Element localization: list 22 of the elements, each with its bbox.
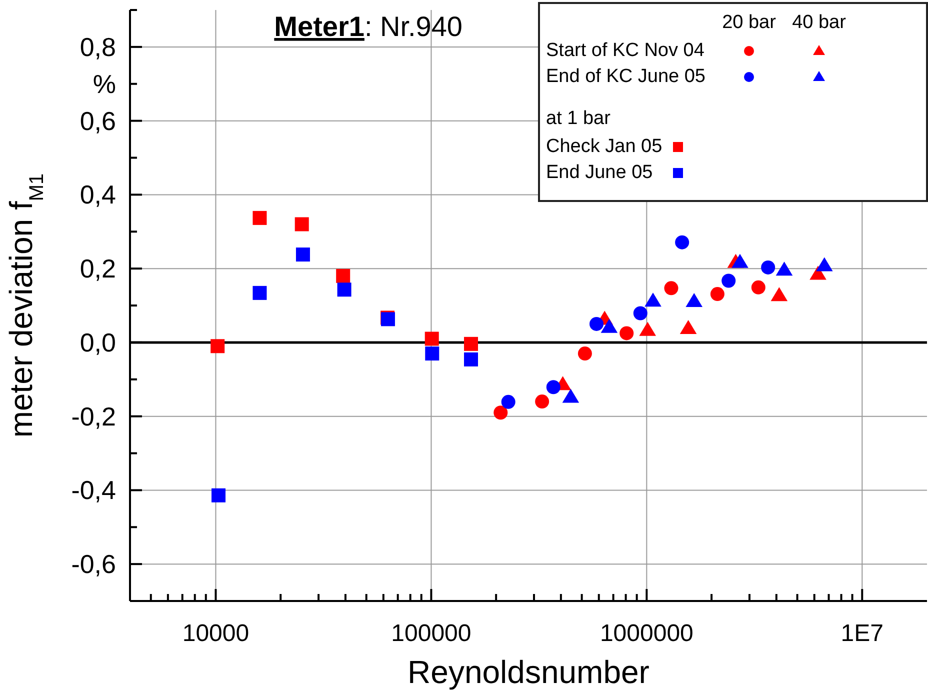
y-tick-label: -0,2	[71, 401, 116, 432]
x-axis-title: Reynoldsnumber	[408, 654, 650, 690]
y-tick-label: 0,8	[80, 32, 116, 62]
y-tick-label: -0,6	[71, 549, 116, 580]
legend-label: Check Jan 05	[546, 136, 664, 158]
y-tick-label: 0,0	[80, 327, 116, 358]
legend-label: Start of KC Nov 04	[546, 40, 706, 62]
annotation: at 1 bar	[546, 108, 612, 131]
chart-title: Meter1: Nr.940	[274, 11, 462, 42]
x-tick-label: 1000000	[600, 620, 694, 647]
annotation: 40 bar	[791, 12, 847, 35]
x-tick-label: 1E7	[840, 620, 884, 647]
annotation: 20 bar	[721, 12, 777, 35]
x-tick-label: 10000	[182, 620, 250, 647]
y-tick-label: 0,2	[80, 254, 116, 284]
y-tick-label: 0,6	[80, 106, 116, 136]
text: %	[92, 68, 116, 99]
y-tick-label: 0,4	[80, 180, 116, 210]
y-tick-label: -0,4	[71, 475, 116, 506]
x-tick-label: 100000	[391, 620, 472, 647]
legend-label: End of KC June 05	[546, 66, 706, 88]
legend-label: End June 05	[546, 162, 654, 184]
